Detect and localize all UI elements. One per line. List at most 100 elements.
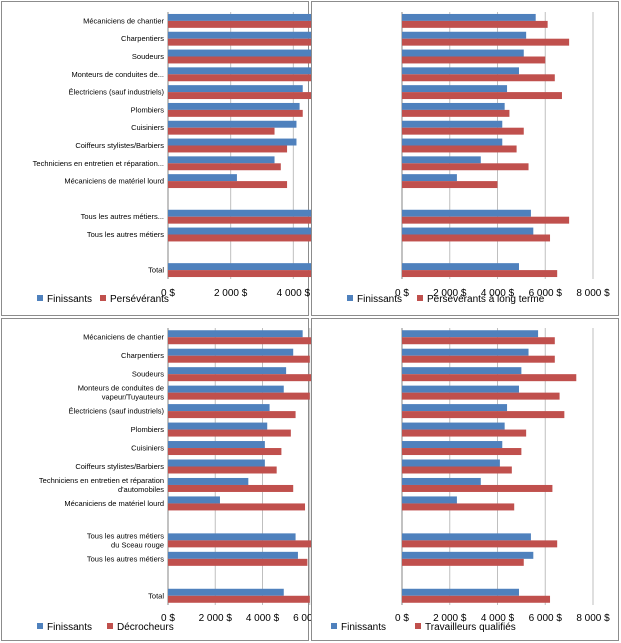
bar-finissants — [168, 533, 296, 541]
bar-series-2 — [168, 595, 310, 603]
bar-series-2 — [168, 234, 328, 242]
bar-finissants — [168, 588, 284, 596]
legend-swatch — [37, 295, 43, 301]
legend-label: Finissants — [341, 622, 386, 633]
bar-series-2 — [168, 429, 291, 437]
x-tick-label: 0 $ — [395, 288, 409, 299]
bar-finissants — [402, 348, 529, 356]
x-tick-label: 2 000 $ — [433, 613, 467, 624]
bar-series-2 — [168, 448, 282, 456]
category-label: du Sceau rouge — [111, 540, 164, 549]
bar-series-2 — [402, 448, 522, 456]
category-label: Tous les autres métiers — [87, 230, 164, 239]
category-label: Électriciens (sauf industriels) — [69, 88, 165, 97]
bar-finissants — [402, 330, 539, 338]
bar-series-2 — [402, 270, 558, 278]
x-tick-label: 6 000 $ — [529, 613, 563, 624]
bar-finissants — [168, 102, 300, 110]
category-label: Soudeurs — [132, 52, 164, 61]
bar-series-2 — [402, 484, 553, 492]
bar-finissants — [168, 263, 322, 271]
category-label: Monteurs de conduites de... — [71, 70, 164, 79]
bar-series-2 — [402, 558, 524, 566]
bar-series-2 — [168, 56, 341, 64]
category-label: Coiffeurs stylistes/Barbiers — [75, 141, 164, 150]
bar-series-2 — [168, 216, 331, 224]
bar-series-2 — [402, 392, 560, 400]
category-label: Cuisiniers — [131, 123, 164, 132]
bar-finissants — [402, 209, 531, 217]
category-label: Techniciens en entretien et réparation..… — [33, 159, 164, 168]
bar-series-2 — [402, 216, 570, 224]
bar-series-2 — [168, 74, 350, 82]
x-tick-label: 2 000 $ — [433, 288, 467, 299]
x-tick-label: 0 $ — [161, 613, 175, 624]
bar-finissants — [402, 120, 503, 128]
x-tick-label: 2 000 $ — [214, 288, 248, 299]
bar-series-2 — [168, 392, 310, 400]
bar-series-2 — [402, 411, 565, 419]
category-label: d'automobiles — [118, 485, 164, 494]
bar-series-2 — [402, 145, 517, 153]
bar-series-2 — [402, 163, 529, 171]
bar-series-2 — [402, 92, 562, 100]
bar-finissants — [402, 31, 527, 39]
bar-finissants — [168, 385, 284, 393]
category-label: vapeur/Tuyauteurs — [102, 393, 165, 402]
bar-finissants — [168, 67, 322, 75]
category-label: Charpentiers — [121, 34, 164, 43]
bar-finissants — [168, 422, 268, 430]
bar-finissants — [402, 459, 500, 467]
bar-series-2 — [168, 20, 325, 28]
category-label: Techniciens en entretien et réparation — [39, 476, 164, 485]
bar-series-2 — [168, 270, 322, 278]
bar-series-2 — [402, 127, 524, 135]
bar-series-2 — [402, 355, 555, 363]
bar-finissants — [168, 404, 270, 412]
bar-finissants — [168, 367, 287, 375]
bar-finissants — [402, 404, 508, 412]
category-label: Total — [148, 266, 164, 275]
bar-series-2 — [168, 92, 328, 100]
x-tick-label: 4 000 $ — [481, 288, 515, 299]
category-label: Total — [148, 591, 164, 600]
legend-swatch — [100, 295, 106, 301]
bar-finissants — [168, 348, 294, 356]
legend-swatch — [331, 623, 337, 629]
bar-series-2 — [168, 466, 277, 474]
chart-panel-c2: 0 $ 2 000 $ 4 000 $ 6 000 $ 8 000 $ Finissant… — [311, 1, 619, 316]
bar-series-2 — [402, 20, 548, 28]
x-tick-label: 8 000 $ — [576, 613, 610, 624]
bar-series-2 — [402, 74, 555, 82]
bar-finissants — [168, 49, 325, 57]
bar-finissants — [168, 330, 303, 338]
bar-series-2 — [402, 38, 570, 46]
bar-finissants — [402, 385, 519, 393]
bar-finissants — [168, 551, 298, 559]
category-label: Soudeurs — [132, 370, 164, 379]
legend-swatch — [417, 295, 423, 301]
bar-finissants — [168, 31, 335, 39]
bar-series-2 — [168, 558, 308, 566]
legend-swatch — [415, 623, 421, 629]
category-label: Électriciens (sauf industriels) — [69, 407, 165, 416]
bar-series-2 — [402, 429, 527, 437]
bar-series-2 — [402, 181, 498, 189]
bar-finissants — [168, 459, 265, 467]
bar-series-2 — [402, 540, 558, 548]
x-tick-label: 6 000 $ — [293, 613, 327, 624]
bar-series-2 — [168, 374, 332, 382]
chart-panel-c4: 0 $ 2 000 $ 4 000 $ 6 000 $ 8 000 $ Finissant… — [311, 318, 619, 641]
bar-series-2 — [168, 484, 294, 492]
bar-series-2 — [168, 109, 303, 117]
bar-finissants — [402, 102, 505, 110]
category-label: Plombiers — [131, 105, 165, 114]
category-label: Mécaniciens de matériel lourd — [64, 499, 164, 508]
bar-series-2 — [168, 540, 317, 548]
bar-finissants — [402, 138, 503, 146]
bar-series-2 — [168, 503, 306, 511]
x-tick-label: 6 000 $ — [529, 288, 563, 299]
bar-finissants — [168, 120, 297, 128]
bar-finissants — [168, 209, 338, 217]
